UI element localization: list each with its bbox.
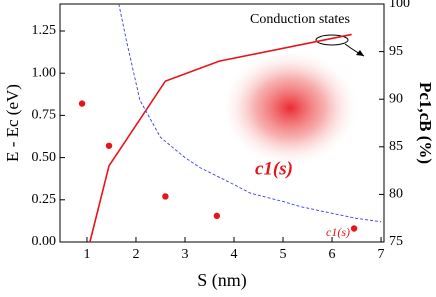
y-tick-label: 0.50 [32, 150, 57, 165]
wavefunction-blob [220, 48, 360, 168]
series-line [89, 33, 352, 243]
x-tick-label: 2 [132, 247, 139, 262]
y2-tick-label: 95 [389, 44, 403, 59]
point [213, 212, 221, 220]
annotation: Conduction states [250, 12, 350, 27]
y-tick-label: 0.75 [32, 108, 57, 123]
y2-axis-label: Pc1,cB (%) [416, 82, 435, 164]
x-tick-label: 4 [231, 247, 238, 262]
annotation: c1(s) [255, 158, 293, 179]
x-tick-label: 6 [329, 247, 336, 262]
x-tick-label: 5 [280, 247, 287, 262]
series-line [118, 3, 382, 223]
point [105, 142, 113, 149]
point [78, 100, 86, 107]
arrow-head [356, 50, 364, 56]
y2-tick-label: 100 [389, 0, 410, 11]
x-tick-label: 7 [378, 247, 385, 262]
y2-tick-label: 75 [389, 234, 403, 249]
y-tick-label: 1.00 [32, 65, 57, 80]
y-tick-label: 1.25 [32, 23, 57, 38]
annotation: c1(s) [326, 225, 350, 239]
point [350, 225, 358, 232]
highlight-ellipse [315, 34, 349, 46]
y-tick-label: 0.25 [32, 192, 57, 207]
plot-frame [59, 3, 385, 243]
y-tick-label: 0.00 [32, 234, 57, 249]
y-axis-label: E - Ec (eV) [3, 84, 22, 162]
y2-tick-label: 85 [389, 139, 403, 154]
x-axis-label: S (nm) [197, 270, 247, 291]
x-tick-label: 1 [83, 247, 90, 262]
x-tick-label: 3 [181, 247, 188, 262]
point [162, 193, 169, 200]
y2-tick-label: 90 [389, 91, 403, 106]
y2-tick-label: 80 [389, 187, 403, 202]
